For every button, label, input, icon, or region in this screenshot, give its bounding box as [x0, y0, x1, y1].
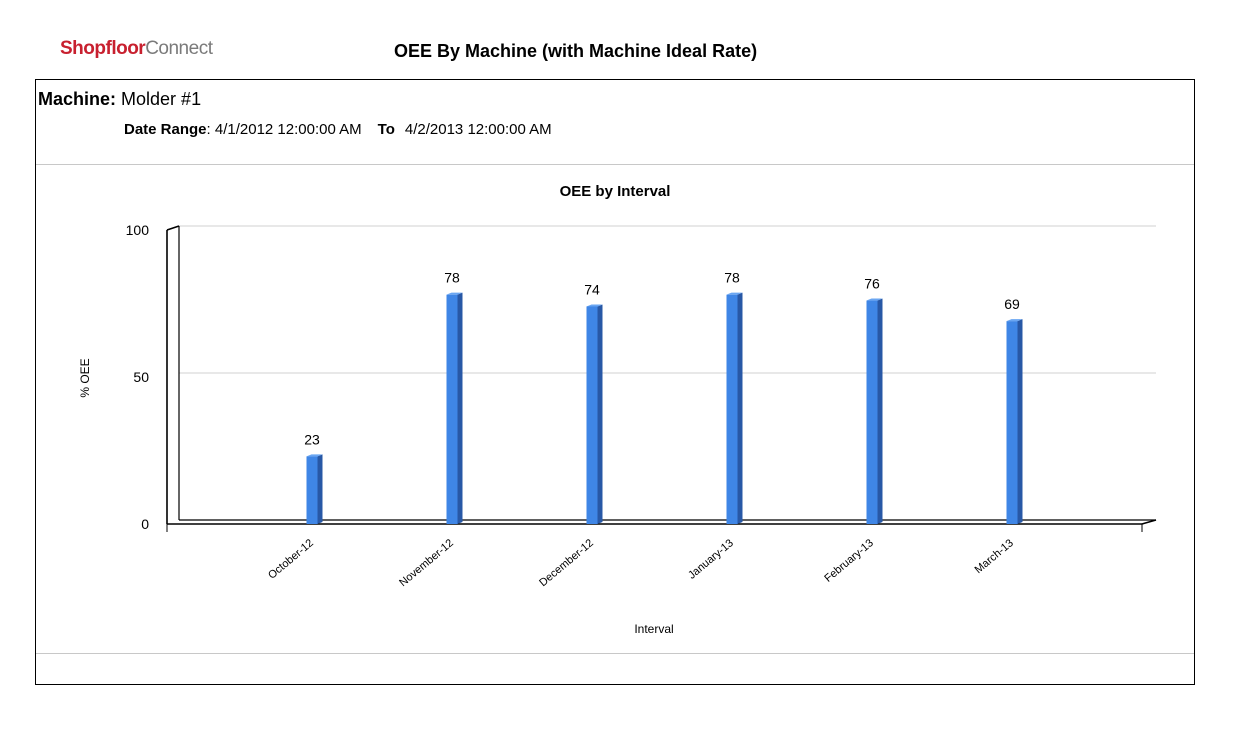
bar-top-2	[586, 304, 603, 307]
x-tick-label-3: January-13	[686, 537, 736, 582]
report-frame	[35, 79, 1195, 685]
bar-front-1	[446, 294, 458, 524]
x-tick-label-1: November-12	[397, 537, 456, 589]
date-range-label: Date Range	[124, 121, 207, 138]
x-tick-label-0: October-12	[266, 537, 316, 582]
bar-2	[586, 304, 603, 524]
bar-front-3	[726, 294, 738, 524]
data-label-0: 23	[304, 431, 320, 447]
y-tick-label-1: 50	[133, 369, 149, 385]
bar-side-3	[737, 292, 743, 524]
date-range-to-label: To	[377, 121, 395, 138]
data-label-1: 78	[444, 270, 460, 286]
logo-sub-text: Connect	[145, 38, 213, 59]
date-range-separator: :	[206, 121, 211, 138]
y-axis-depth-top	[166, 225, 180, 231]
date-range-from: 4/1/2012 12:00:00 AM	[214, 121, 362, 138]
bar-side-2	[597, 304, 603, 524]
bar-side-4	[877, 298, 883, 524]
oee-bar-chart: OEE by Interval 0 50 100 23 October-12 78 Nove…	[78, 183, 1157, 636]
date-range-line: Date Range: 4/1/2012 12:00:00 AM To 4/2/20…	[124, 121, 552, 138]
y-tick-label-0: 0	[141, 516, 149, 532]
bar-side-1	[457, 292, 463, 524]
label-layer: 0 50 100 23 October-12 78 November-12 74 Decembe…	[126, 222, 1020, 589]
x-tick-label-2: December-12	[537, 537, 596, 589]
chart-title: OEE by Interval	[560, 183, 671, 200]
date-range-to: 4/2/2013 12:00:00 AM	[404, 121, 552, 138]
x-tick-label-5: March-13	[973, 537, 1016, 576]
bar-4	[866, 298, 883, 524]
bar-5	[1006, 319, 1023, 524]
x-axis-depth-right	[1141, 519, 1157, 525]
x-tick-label-4: February-13	[822, 537, 876, 585]
bar-3	[726, 292, 743, 524]
bar-top-3	[726, 292, 743, 295]
y-tick-label-2: 100	[126, 222, 150, 238]
shopfloor-connect-logo: ShopfloorConnect	[60, 38, 213, 60]
report-title: OEE By Machine (with Machine Ideal Rate)	[394, 41, 758, 61]
bar-top-1	[446, 292, 463, 295]
axis-layer	[166, 225, 1157, 532]
bar-top-4	[866, 298, 883, 301]
bar-front-5	[1006, 321, 1018, 524]
y-axis-title: % OEE	[78, 358, 92, 397]
bar-front-4	[866, 300, 878, 524]
data-label-5: 69	[1004, 296, 1020, 312]
footer-divider	[36, 653, 1194, 654]
bar-1	[446, 292, 463, 524]
header-divider	[36, 164, 1194, 165]
bar-front-2	[586, 306, 598, 524]
bar-layer	[306, 292, 1023, 524]
machine-name: Molder #1	[121, 89, 202, 109]
logo-brand-text: Shopfloor	[60, 38, 146, 59]
data-label-4: 76	[864, 276, 880, 292]
machine-label: Machine:	[38, 89, 117, 109]
grid-layer	[179, 225, 1156, 374]
bar-front-0	[306, 456, 318, 524]
data-label-3: 78	[724, 270, 740, 286]
x-axis-title: Interval	[634, 622, 673, 636]
bar-0	[306, 454, 323, 524]
machine-line: Machine: Molder #1	[38, 89, 201, 110]
data-label-2: 74	[584, 281, 600, 297]
bar-top-0	[306, 454, 323, 457]
bar-side-0	[317, 454, 323, 524]
bar-top-5	[1006, 319, 1023, 322]
bar-side-5	[1017, 319, 1023, 524]
